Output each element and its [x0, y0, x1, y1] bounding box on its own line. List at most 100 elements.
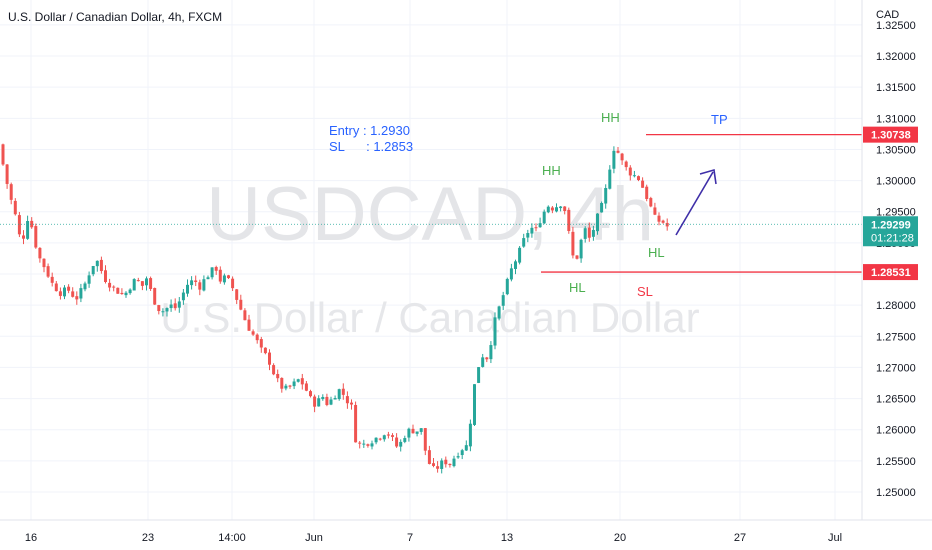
candle [452, 455, 456, 468]
candle-body [649, 198, 653, 207]
candle [190, 276, 194, 290]
sl-price-tag: 1.28531 [863, 264, 918, 281]
candle [497, 305, 501, 321]
x-tick-label: 23 [142, 532, 154, 544]
candle-body [366, 444, 370, 446]
candle [280, 377, 284, 393]
candle [546, 205, 550, 214]
candle [304, 380, 308, 392]
candle-body [464, 445, 468, 451]
candle-body [526, 233, 530, 238]
candle-body [653, 207, 657, 215]
candle-body [444, 459, 448, 465]
candle [165, 307, 169, 317]
candle-body [645, 186, 649, 199]
candle-body [75, 296, 79, 300]
candle-body [624, 161, 628, 168]
candle [505, 277, 509, 296]
candle [632, 170, 636, 178]
candle-body [493, 317, 497, 346]
candle-body [542, 211, 546, 224]
candle [468, 419, 472, 452]
candle-body [300, 378, 304, 385]
candle-body [128, 289, 132, 294]
candle-body [460, 450, 464, 456]
candle [534, 223, 538, 232]
symbol-title: U.S. Dollar / Canadian Dollar, 4h, FXCM [8, 10, 223, 24]
candle-body [423, 428, 427, 451]
candle-body [440, 460, 444, 469]
candle [514, 259, 517, 275]
candle [235, 288, 239, 305]
candle-body [427, 450, 431, 464]
candle [83, 281, 87, 292]
candle [194, 275, 198, 287]
candle [54, 280, 58, 292]
candle-body [181, 292, 185, 301]
candle-body [522, 238, 526, 247]
candle-body [9, 184, 13, 200]
price-axis[interactable]: CAD 1.325001.320001.315001.310001.305001… [861, 0, 916, 520]
candle-body [169, 304, 173, 309]
candle-body [436, 466, 440, 469]
candle-body [161, 311, 165, 313]
candle [657, 212, 661, 226]
candle-body [194, 280, 198, 282]
candle-body [555, 207, 558, 212]
candle-body [54, 283, 58, 292]
y-tick-label: 1.30500 [876, 144, 916, 156]
candle [579, 238, 583, 263]
candle [206, 275, 210, 280]
candle [104, 265, 107, 284]
candle-body [112, 286, 116, 288]
candle-body [370, 443, 374, 447]
time-axis[interactable]: 16 23 14:00 Jun 7 13 20 27 Jul [0, 519, 932, 544]
candle [391, 433, 394, 442]
projection-arrow[interactable] [675, 168, 717, 236]
candle-body [604, 188, 608, 204]
candle-body [284, 385, 288, 389]
y-tick-label: 1.32500 [876, 20, 916, 32]
candle-body [489, 345, 493, 360]
candle [436, 461, 440, 473]
hh-right-label: HH [601, 110, 620, 125]
candle-body [309, 391, 312, 397]
candle [337, 388, 341, 401]
candle-body [354, 404, 358, 443]
candle-body [620, 153, 624, 161]
candle-body [583, 228, 587, 239]
candle-body [456, 456, 460, 458]
candle-body [255, 334, 259, 341]
candle-body [407, 428, 411, 438]
candle [354, 401, 358, 443]
candle-body [399, 441, 403, 447]
candle [325, 393, 329, 407]
candle-body [104, 270, 107, 283]
candle-body [79, 288, 83, 299]
candle-body [63, 287, 66, 297]
candle-body [149, 278, 153, 289]
y-tick-label: 1.25000 [876, 487, 916, 499]
candle-body [641, 180, 645, 188]
candle [227, 274, 230, 279]
candle-body [116, 287, 120, 294]
candle [448, 463, 452, 468]
candle-body [67, 286, 71, 291]
candle-body [30, 220, 34, 228]
candle [624, 160, 628, 171]
candle-body [452, 458, 456, 467]
candle [30, 217, 34, 229]
candle-body [411, 428, 415, 434]
candle [300, 373, 304, 390]
candle-body [350, 402, 353, 405]
candle-body [485, 357, 489, 360]
candle [378, 437, 382, 441]
last-price-tag: 1.29299 01:21:28 [863, 216, 918, 247]
candle [75, 291, 79, 305]
candle [63, 285, 66, 300]
candle [608, 165, 612, 190]
candle-body [259, 339, 263, 348]
candle [555, 203, 558, 213]
candle-body [665, 222, 669, 227]
